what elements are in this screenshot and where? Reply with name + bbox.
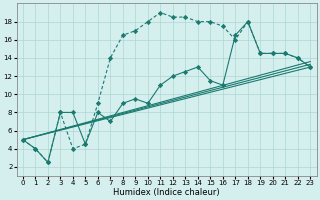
X-axis label: Humidex (Indice chaleur): Humidex (Indice chaleur) [113, 188, 220, 197]
